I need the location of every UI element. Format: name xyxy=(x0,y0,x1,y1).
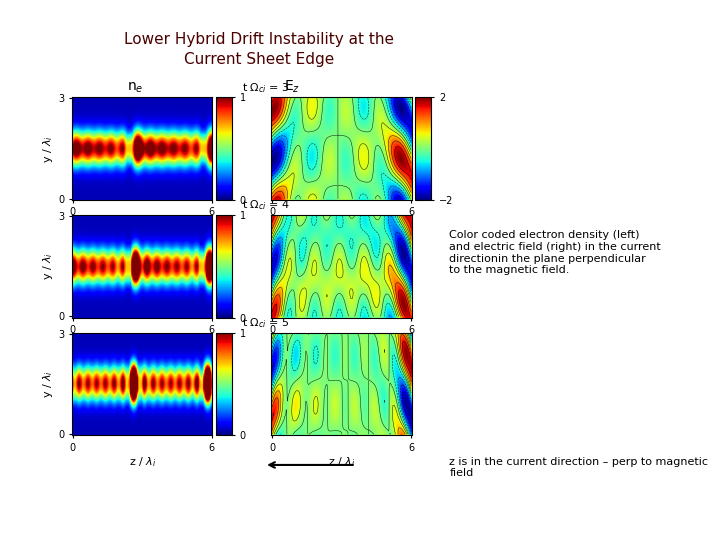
Text: Color coded electron density (left)
and electric field (right) in the current
di: Color coded electron density (left) and … xyxy=(449,231,661,275)
Y-axis label: y / $\lambda_i$: y / $\lambda_i$ xyxy=(42,370,55,398)
X-axis label: z / $\lambda_i$: z / $\lambda_i$ xyxy=(328,456,355,469)
Text: t $\Omega_{ci}$ = 3: t $\Omega_{ci}$ = 3 xyxy=(242,80,290,94)
Text: E$_z$: E$_z$ xyxy=(284,78,301,94)
Y-axis label: y / $\lambda_i$: y / $\lambda_i$ xyxy=(42,134,55,163)
Text: t $\Omega_{ci}$ = 4: t $\Omega_{ci}$ = 4 xyxy=(242,198,290,212)
Text: Lower Hybrid Drift Instability at the
Current Sheet Edge: Lower Hybrid Drift Instability at the Cu… xyxy=(124,32,395,67)
X-axis label: z / $\lambda_i$: z / $\lambda_i$ xyxy=(129,456,156,469)
Text: t $\Omega_{ci}$ = 5: t $\Omega_{ci}$ = 5 xyxy=(242,316,290,330)
Text: z is in the current direction – perp to magnetic
field: z is in the current direction – perp to … xyxy=(449,457,708,478)
Y-axis label: y / $\lambda_i$: y / $\lambda_i$ xyxy=(42,252,55,280)
Text: n$_e$: n$_e$ xyxy=(127,80,143,94)
